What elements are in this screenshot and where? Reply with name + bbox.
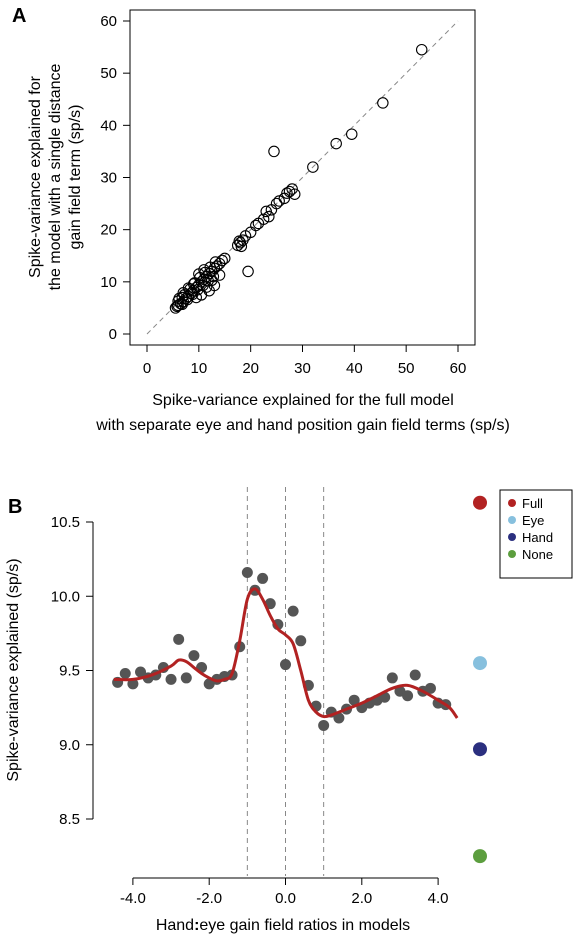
legend-marker-hand — [508, 533, 516, 541]
panel-b: Spike-variance explained (sp/s) Hand:eye… — [5, 487, 573, 934]
panel-a-point — [242, 265, 254, 278]
panel-a-point — [190, 291, 202, 304]
panel-a-point — [273, 195, 285, 207]
panel-b-point — [165, 673, 177, 685]
panel-a-xtick-label: 20 — [242, 360, 259, 377]
panel-a-point — [270, 197, 283, 210]
panel-a-point — [208, 279, 221, 292]
panel-a-xlabel-line1: Spike-variance explained for the full mo… — [152, 392, 454, 409]
panel-b-point — [318, 719, 330, 731]
panel-a-point — [268, 145, 280, 158]
panel-b-ytick-label: 10.0 — [51, 588, 80, 605]
panel-a-point — [209, 256, 222, 268]
panel-a-ytick-label: 30 — [100, 170, 117, 187]
panel-a-point — [235, 240, 248, 253]
panel-b-point — [348, 694, 360, 706]
legend-label-none: None — [522, 547, 553, 562]
panel-a-point — [172, 295, 184, 307]
panel-b-point — [402, 690, 414, 702]
panel-b-point — [180, 672, 192, 684]
panel-a: Spike-variance explained for the model w… — [27, 9, 510, 434]
panel-a-xtick-label: 30 — [294, 360, 311, 377]
panel-b-model-point-eye — [473, 656, 487, 671]
panel-a-point — [307, 161, 319, 173]
panel-a-point — [283, 185, 296, 198]
legend-marker-none — [508, 550, 516, 558]
panel-b-point — [119, 667, 131, 679]
panel-a-ytick-label: 0 — [109, 326, 117, 343]
panel-a-point — [250, 219, 262, 232]
panel-b-xtick-label: 2.0 — [351, 890, 372, 907]
panel-b-point — [241, 566, 253, 578]
panel-a-point — [345, 128, 358, 140]
panel-b-model-point-full — [473, 495, 487, 510]
panel-b-xlabel-suffix: eye gain field ratios in models — [199, 917, 410, 934]
panel-b-point — [257, 572, 269, 584]
panel-b-point — [295, 635, 307, 647]
panel-a-point — [176, 291, 188, 304]
panel-b-label: B — [8, 496, 22, 518]
panel-a-point — [187, 278, 200, 290]
panel-a-ylabel-line2: the model with a single distance — [47, 64, 64, 291]
legend-label-hand: Hand — [522, 530, 553, 545]
legend-marker-eye — [508, 516, 516, 524]
panel-b-model-point-none — [473, 849, 487, 864]
panel-b-ytick-label: 9.5 — [59, 663, 80, 680]
panel-a-ytick-label: 40 — [100, 117, 117, 134]
panel-b-xtick-label: 0.0 — [275, 890, 296, 907]
panel-a-label: A — [12, 5, 26, 27]
panel-a-point — [263, 210, 275, 223]
legend-marker-full — [508, 499, 516, 507]
panel-b-xtick-label: -2.0 — [196, 890, 222, 907]
panel-a-point — [206, 274, 218, 287]
panel-b-point — [424, 682, 436, 694]
panel-b-point — [386, 672, 398, 684]
panel-b-xlabel-sep: : — [194, 917, 199, 934]
panel-a-point — [286, 183, 298, 195]
panel-b-xlabel: Hand:eye gain field ratios in models — [156, 917, 410, 934]
panel-b-xlabel-prefix: Hand — [156, 917, 194, 934]
panel-b-point — [135, 666, 147, 678]
legend-label-eye: Eye — [522, 513, 544, 528]
panel-b-point — [173, 633, 185, 645]
panel-a-ylabel-line1: Spike-variance explained for — [27, 75, 44, 278]
panel-a-ytick-label: 20 — [100, 222, 117, 239]
panel-b-point — [333, 712, 345, 724]
panel-a-point — [257, 213, 270, 225]
panel-a-xtick-label: 60 — [450, 360, 467, 377]
panel-a-point — [216, 254, 228, 267]
legend-label-full: Full — [522, 496, 543, 511]
panel-b-ytick-label: 9.0 — [59, 737, 80, 754]
panel-a-ytick-label: 60 — [100, 13, 117, 30]
panel-a-point — [198, 264, 210, 276]
panel-a-ylabel-line3: gain field term (sp/s) — [67, 105, 84, 250]
panel-a-ytick-label: 10 — [100, 274, 117, 291]
panel-b-model-point-hand — [473, 742, 487, 757]
panel-b-point — [280, 659, 291, 671]
panel-a-xtick-label: 50 — [398, 360, 415, 377]
panel-b-smooth-line — [113, 587, 459, 719]
panel-a-point — [415, 43, 428, 56]
panel-b-point — [409, 669, 421, 681]
panel-a-point — [171, 300, 183, 313]
panel-a-xtick-label: 10 — [190, 360, 207, 377]
panel-b-ytick-label: 10.5 — [51, 514, 80, 531]
panel-a-xtick-label: 0 — [143, 360, 151, 377]
panel-b-ytick-label: 8.5 — [59, 811, 80, 828]
panel-a-point — [288, 188, 301, 200]
panel-a-xlabel-line2: with separate eye and hand position gain… — [95, 417, 510, 434]
panel-b-ylabel: Spike-variance explained (sp/s) — [5, 558, 22, 781]
panel-b-xtick-label: -4.0 — [120, 890, 146, 907]
panel-b-xtick-label: 4.0 — [428, 890, 449, 907]
panel-a-xtick-label: 40 — [346, 360, 363, 377]
panel-b-point — [287, 605, 299, 617]
panel-a-point — [260, 205, 272, 218]
panel-a-point — [377, 97, 389, 109]
panel-a-point — [213, 269, 226, 281]
panel-a-ytick-label: 50 — [100, 65, 117, 82]
panel-a-point — [330, 137, 342, 150]
panel-b-point — [188, 650, 200, 662]
